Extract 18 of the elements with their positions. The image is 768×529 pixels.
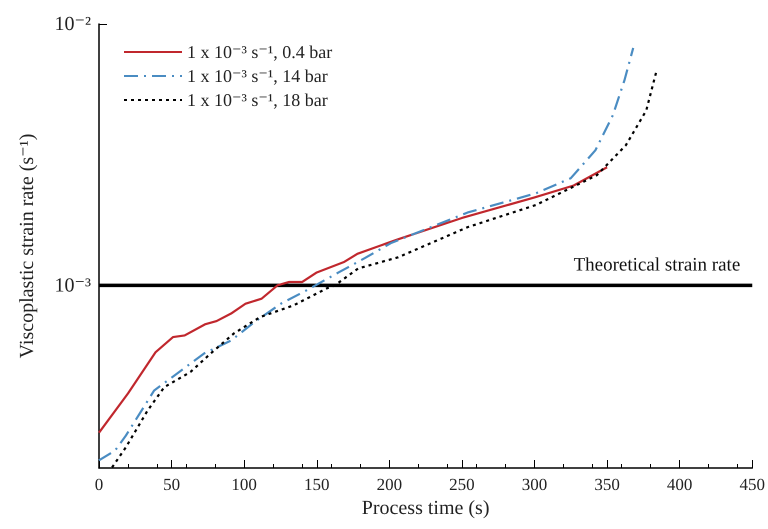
legend-label: 1 x 10⁻³ s⁻¹, 14 bar (187, 66, 328, 86)
x-axis-title: Process time (s) (362, 497, 490, 519)
y-axis-title: Viscoplastic strain rate (s⁻¹) (16, 134, 38, 358)
x-tick-label: 50 (163, 475, 180, 494)
x-tick-label: 400 (666, 475, 692, 494)
legend-label: 1 x 10⁻³ s⁻¹, 18 bar (187, 90, 328, 110)
y-tick-label: 10⁻² (54, 13, 91, 35)
x-tick-label: 350 (594, 475, 620, 494)
x-tick-label: 200 (376, 475, 402, 494)
ref-line-label: Theoretical strain rate (574, 254, 740, 276)
legend-label: 1 x 10⁻³ s⁻¹, 0.4 bar (187, 42, 332, 62)
x-tick-label: 150 (304, 475, 330, 494)
x-tick-label: 0 (94, 475, 104, 494)
x-tick-label: 450 (740, 475, 765, 494)
x-tick-label: 250 (449, 475, 475, 494)
x-tick-label: 100 (231, 475, 257, 494)
x-tick-label: 300 (522, 475, 548, 494)
y-tick-label: 10⁻³ (54, 274, 91, 296)
